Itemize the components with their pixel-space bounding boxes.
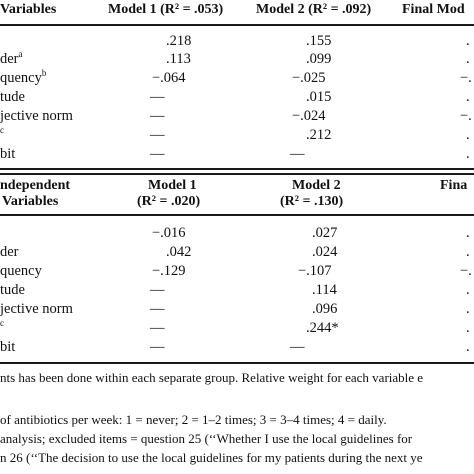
table-cell-model2: .212: [306, 127, 332, 143]
table-cell-model1: .042: [166, 244, 192, 260]
table-row-label: tude: [0, 282, 25, 298]
table-cell-model2: —: [290, 339, 305, 355]
table-cell-model1: —: [150, 282, 165, 298]
table-cell-model1: −.064: [152, 70, 186, 86]
footnote-line: nts has been done within each separate g…: [0, 370, 424, 385]
table2-top-rule: [0, 173, 474, 175]
table2-header-model1: Model 1: [148, 178, 197, 193]
table-cell-model2: —: [290, 146, 305, 162]
table-cell-model1: —: [150, 89, 165, 105]
table-cell-model1: —: [150, 339, 165, 355]
table2-header-model1-r2: (R² = .020): [137, 194, 201, 209]
table-cell-model1: —: [150, 146, 165, 162]
table2-header-variables: Variables: [2, 194, 59, 209]
table1-header-model2: Model 2 (R² = .092): [256, 2, 372, 17]
table-row-label: c: [0, 125, 4, 136]
table-cell-model2: −.107: [298, 263, 332, 279]
table-cell-model1: −.129: [152, 263, 186, 279]
table-cell-model2: .114: [312, 282, 337, 298]
table-cell-model1: −.016: [152, 225, 186, 241]
table-cell-final: .: [466, 146, 470, 162]
table-cell-final: .: [466, 301, 470, 317]
footnote-line: n 26 (‘‘The decision to use the local gu…: [0, 450, 423, 465]
table-cell-model2: .027: [312, 225, 338, 241]
table2-header-model2-r2: (R² = .130): [280, 194, 344, 209]
table1-header-model1: Model 1 (R² = .053): [108, 2, 224, 17]
table-cell-model2: .024: [312, 244, 338, 260]
table2-bottom-rule: [0, 362, 474, 364]
table2-header-independent: ndependent: [0, 178, 71, 193]
table-row-label: tude: [0, 89, 25, 105]
table-cell-final: −.: [460, 108, 472, 124]
table-cell-final: −.: [460, 70, 472, 86]
table-cell-model1: —: [150, 127, 165, 143]
table-cell-final: .: [466, 320, 470, 336]
table1-header-final: Final Mod: [402, 2, 465, 17]
table-cell-final: .: [466, 33, 470, 49]
table-cell-final: −.: [460, 263, 472, 279]
table-row-label: jective norm: [0, 301, 73, 317]
table-cell-model1: .113: [166, 51, 191, 67]
table-cell-final: .: [466, 244, 470, 260]
table2-header-model2: Model 2: [292, 178, 341, 193]
table-row-label: quencyb: [0, 68, 47, 86]
footnote-line: analysis; excluded items = question 25 (…: [0, 431, 413, 446]
footnote-line: of antibiotics per week: 1 = never; 2 = …: [0, 412, 387, 427]
table-cell-model2: .099: [306, 51, 332, 67]
table-cell-model2: −.024: [292, 108, 326, 124]
table-row-label: bit: [0, 339, 16, 355]
table2-header-rule: [0, 214, 474, 216]
table-row-label: jective norm: [0, 108, 73, 124]
table-row-label: der: [0, 244, 19, 260]
table-cell-final: .: [466, 51, 470, 67]
table-row-label: quency: [0, 263, 42, 279]
table-cell-final: .: [466, 225, 470, 241]
table-cell-final: .: [466, 89, 470, 105]
table-cell-model1: .218: [166, 33, 192, 49]
table-cell-model1: —: [150, 320, 165, 336]
table1-header-rule: [0, 24, 474, 26]
table2-header-final: Fina: [440, 178, 468, 193]
table-cell-final: .: [466, 127, 470, 143]
table-cell-final: .: [466, 339, 470, 355]
table-cell-model2: .244*: [306, 320, 339, 336]
table-cell-model2: −.025: [292, 70, 326, 86]
table-cell-model1: —: [150, 108, 165, 124]
table-cell-model1: —: [150, 301, 165, 317]
table1-header-variables: Variables: [0, 2, 57, 17]
table-cell-model2: .096: [312, 301, 338, 317]
table-row-label: bit: [0, 146, 16, 162]
table-cell-model2: .155: [306, 33, 332, 49]
table-row-label: dera: [0, 49, 23, 67]
table1-bottom-rule: [0, 168, 474, 170]
table-cell-model2: .015: [306, 89, 332, 105]
table-cell-final: .: [466, 282, 470, 298]
table-row-label: c: [0, 318, 4, 329]
